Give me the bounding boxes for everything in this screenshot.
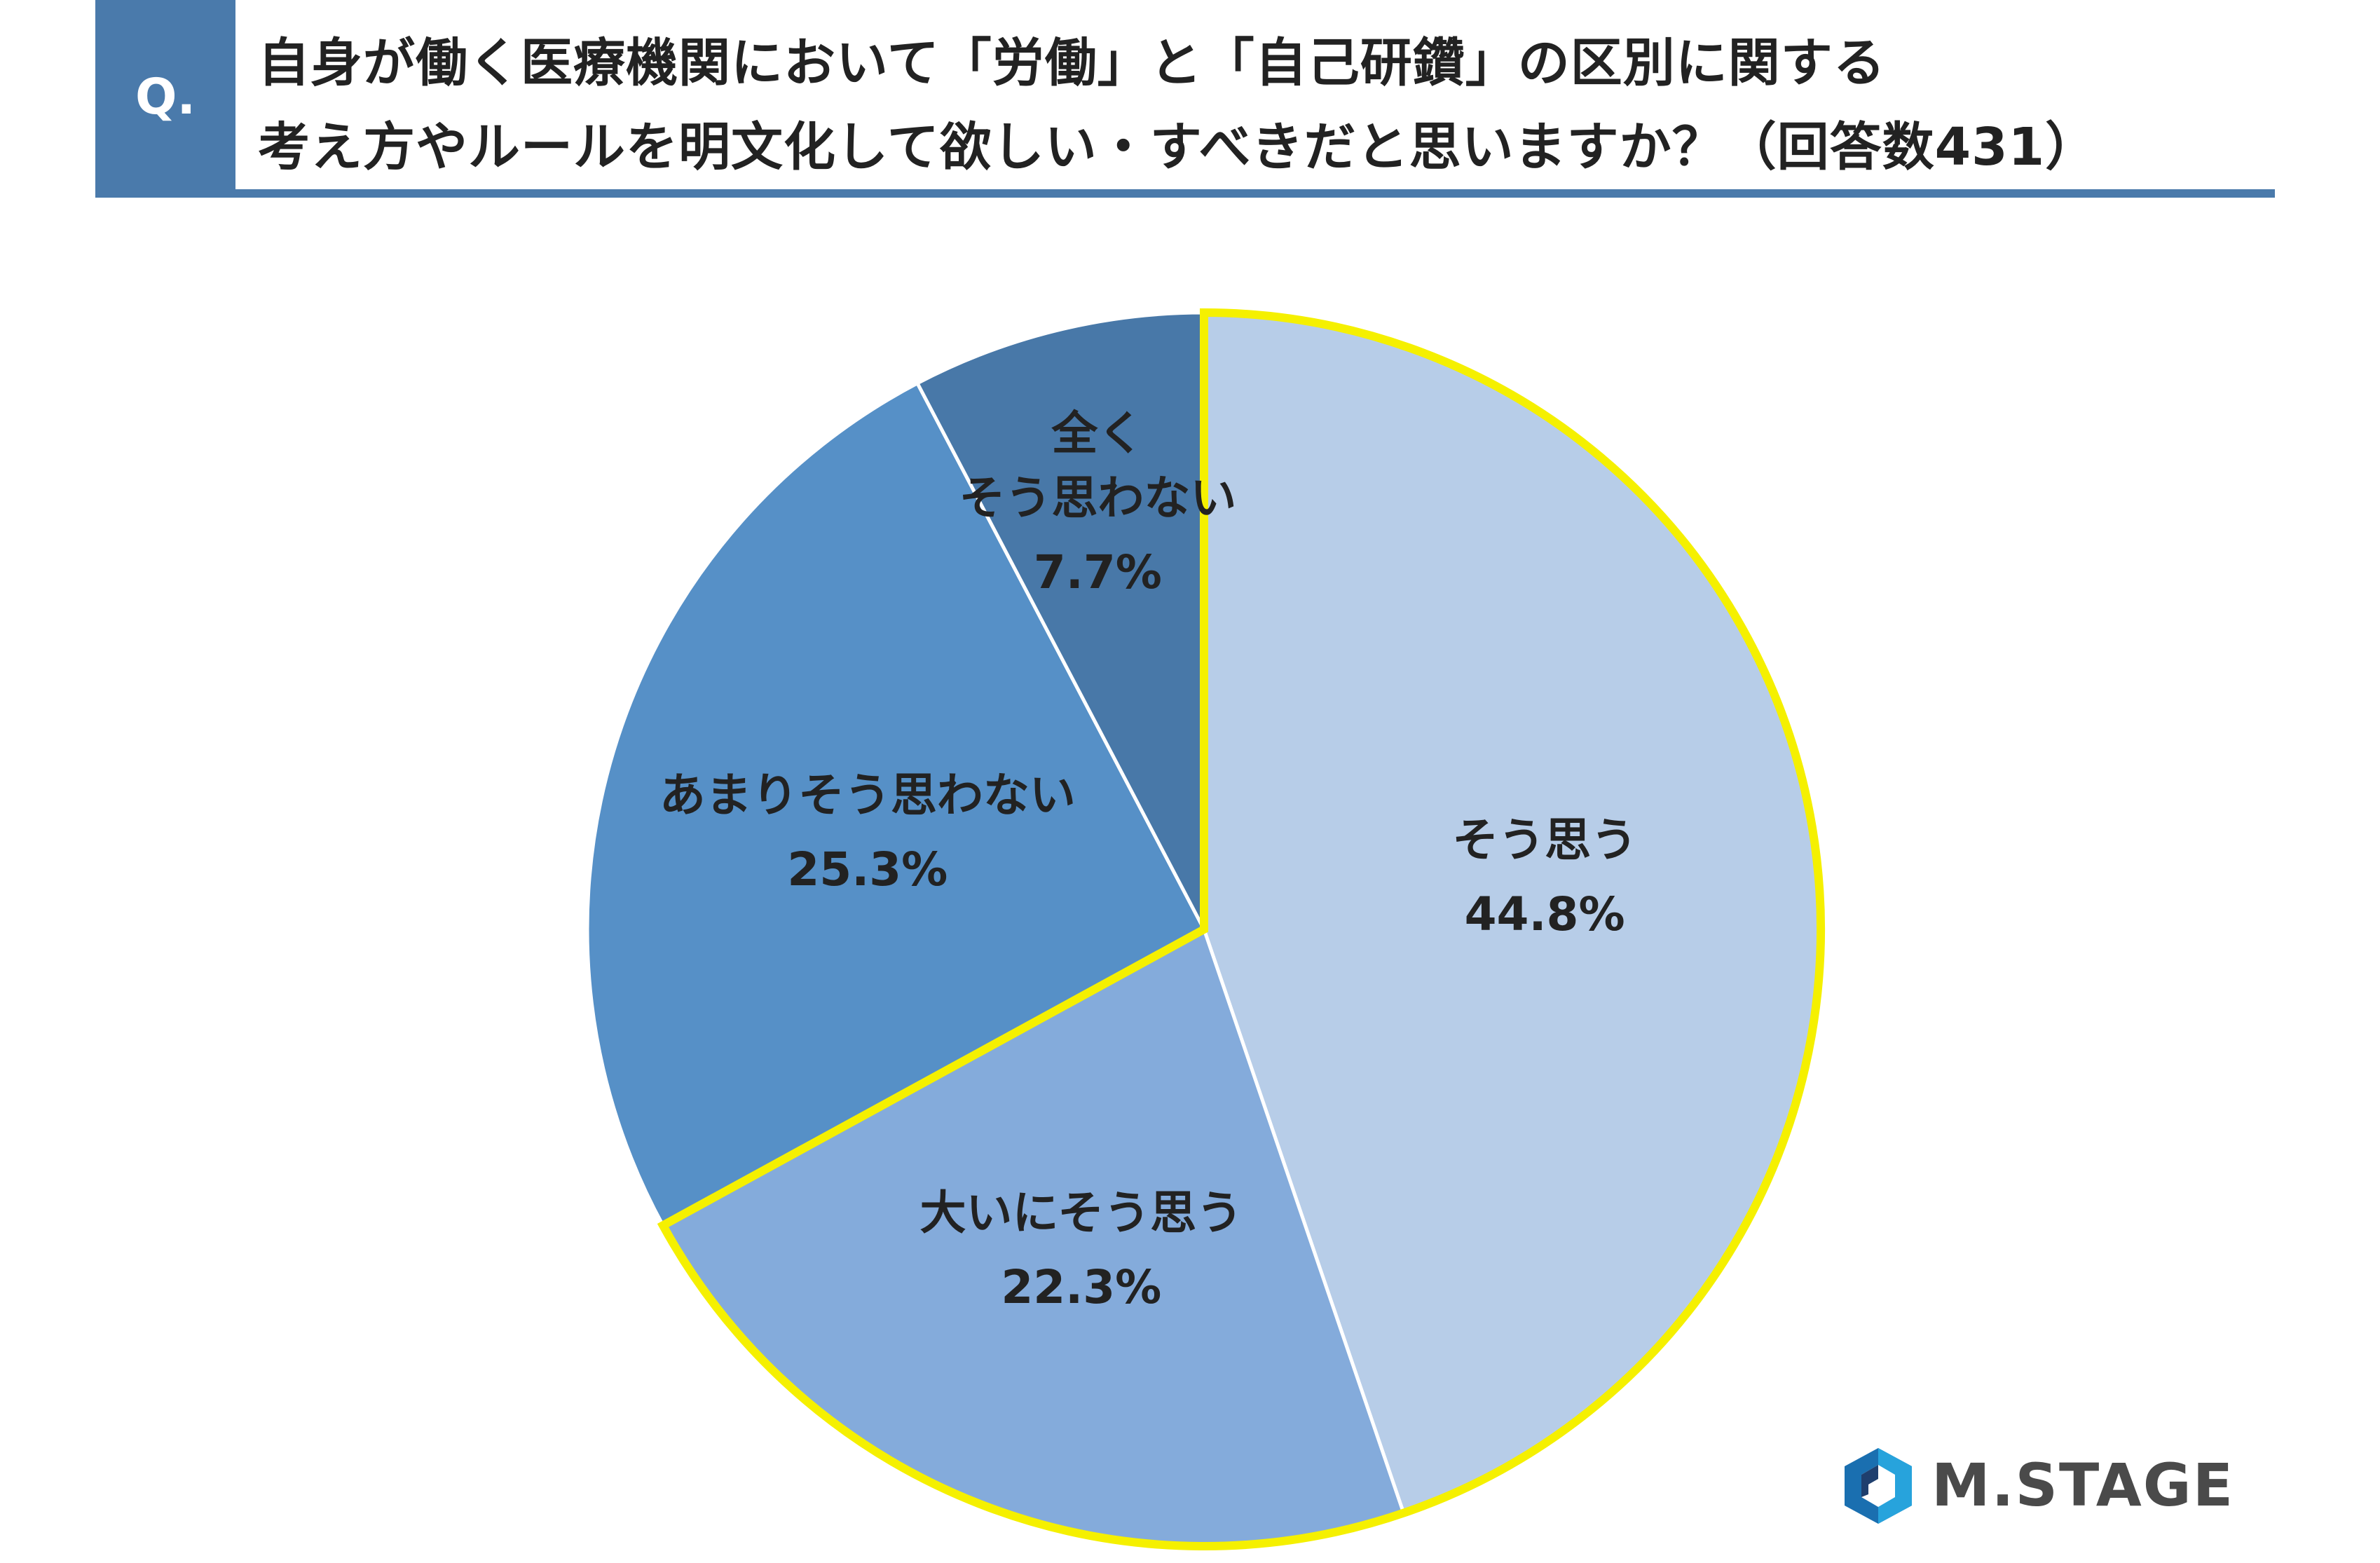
slice-4-label: 全く <box>1051 407 1144 460</box>
question-badge: Q. <box>95 0 235 193</box>
mstage-logo-icon <box>1845 1448 1912 1524</box>
slice-1-percent: 44.8% <box>1465 887 1625 941</box>
slice-2-label: 大いにそう思う <box>919 1186 1243 1240</box>
slice-3-label: あまりそう思わない <box>659 768 1076 822</box>
pie-labels: そう思う 44.8% 大いにそう思う 22.3% あまりそう思わない 25.3% 全くそう思… <box>659 407 1637 1314</box>
highlight-border <box>657 308 1826 1550</box>
mstage-logo: M.STAGE <box>1836 1444 2233 1535</box>
slice-3-percent: 25.3% <box>787 842 948 896</box>
slice-1-label: そう思う <box>1452 813 1637 867</box>
pie-slices <box>585 310 1823 1548</box>
question-title-line-1: 自身が働く医療機関において「労働」と「自己研鑽」の区別に関する <box>258 33 1886 93</box>
pie-slice-4 <box>915 310 1206 931</box>
slice-4-label: そう思わない <box>959 471 1236 525</box>
slice-4-percent: 7.7% <box>1034 545 1162 599</box>
slice-2-percent: 22.3% <box>1001 1260 1161 1314</box>
logo-wordmark: M.STAGE <box>1931 1451 2235 1520</box>
pie-slice-3 <box>585 381 1207 1228</box>
header-underline <box>95 189 2275 198</box>
highlight-outline <box>657 308 1826 1550</box>
question-title-line-2: 考え方やルールを明文化して欲しい・すべきだと思いますか？（回答数431） <box>258 117 2098 177</box>
question-header: Q. 自身が働く医療機関において「労働」と「自己研鑽」の区別に関する 考え方やル… <box>95 0 2275 200</box>
